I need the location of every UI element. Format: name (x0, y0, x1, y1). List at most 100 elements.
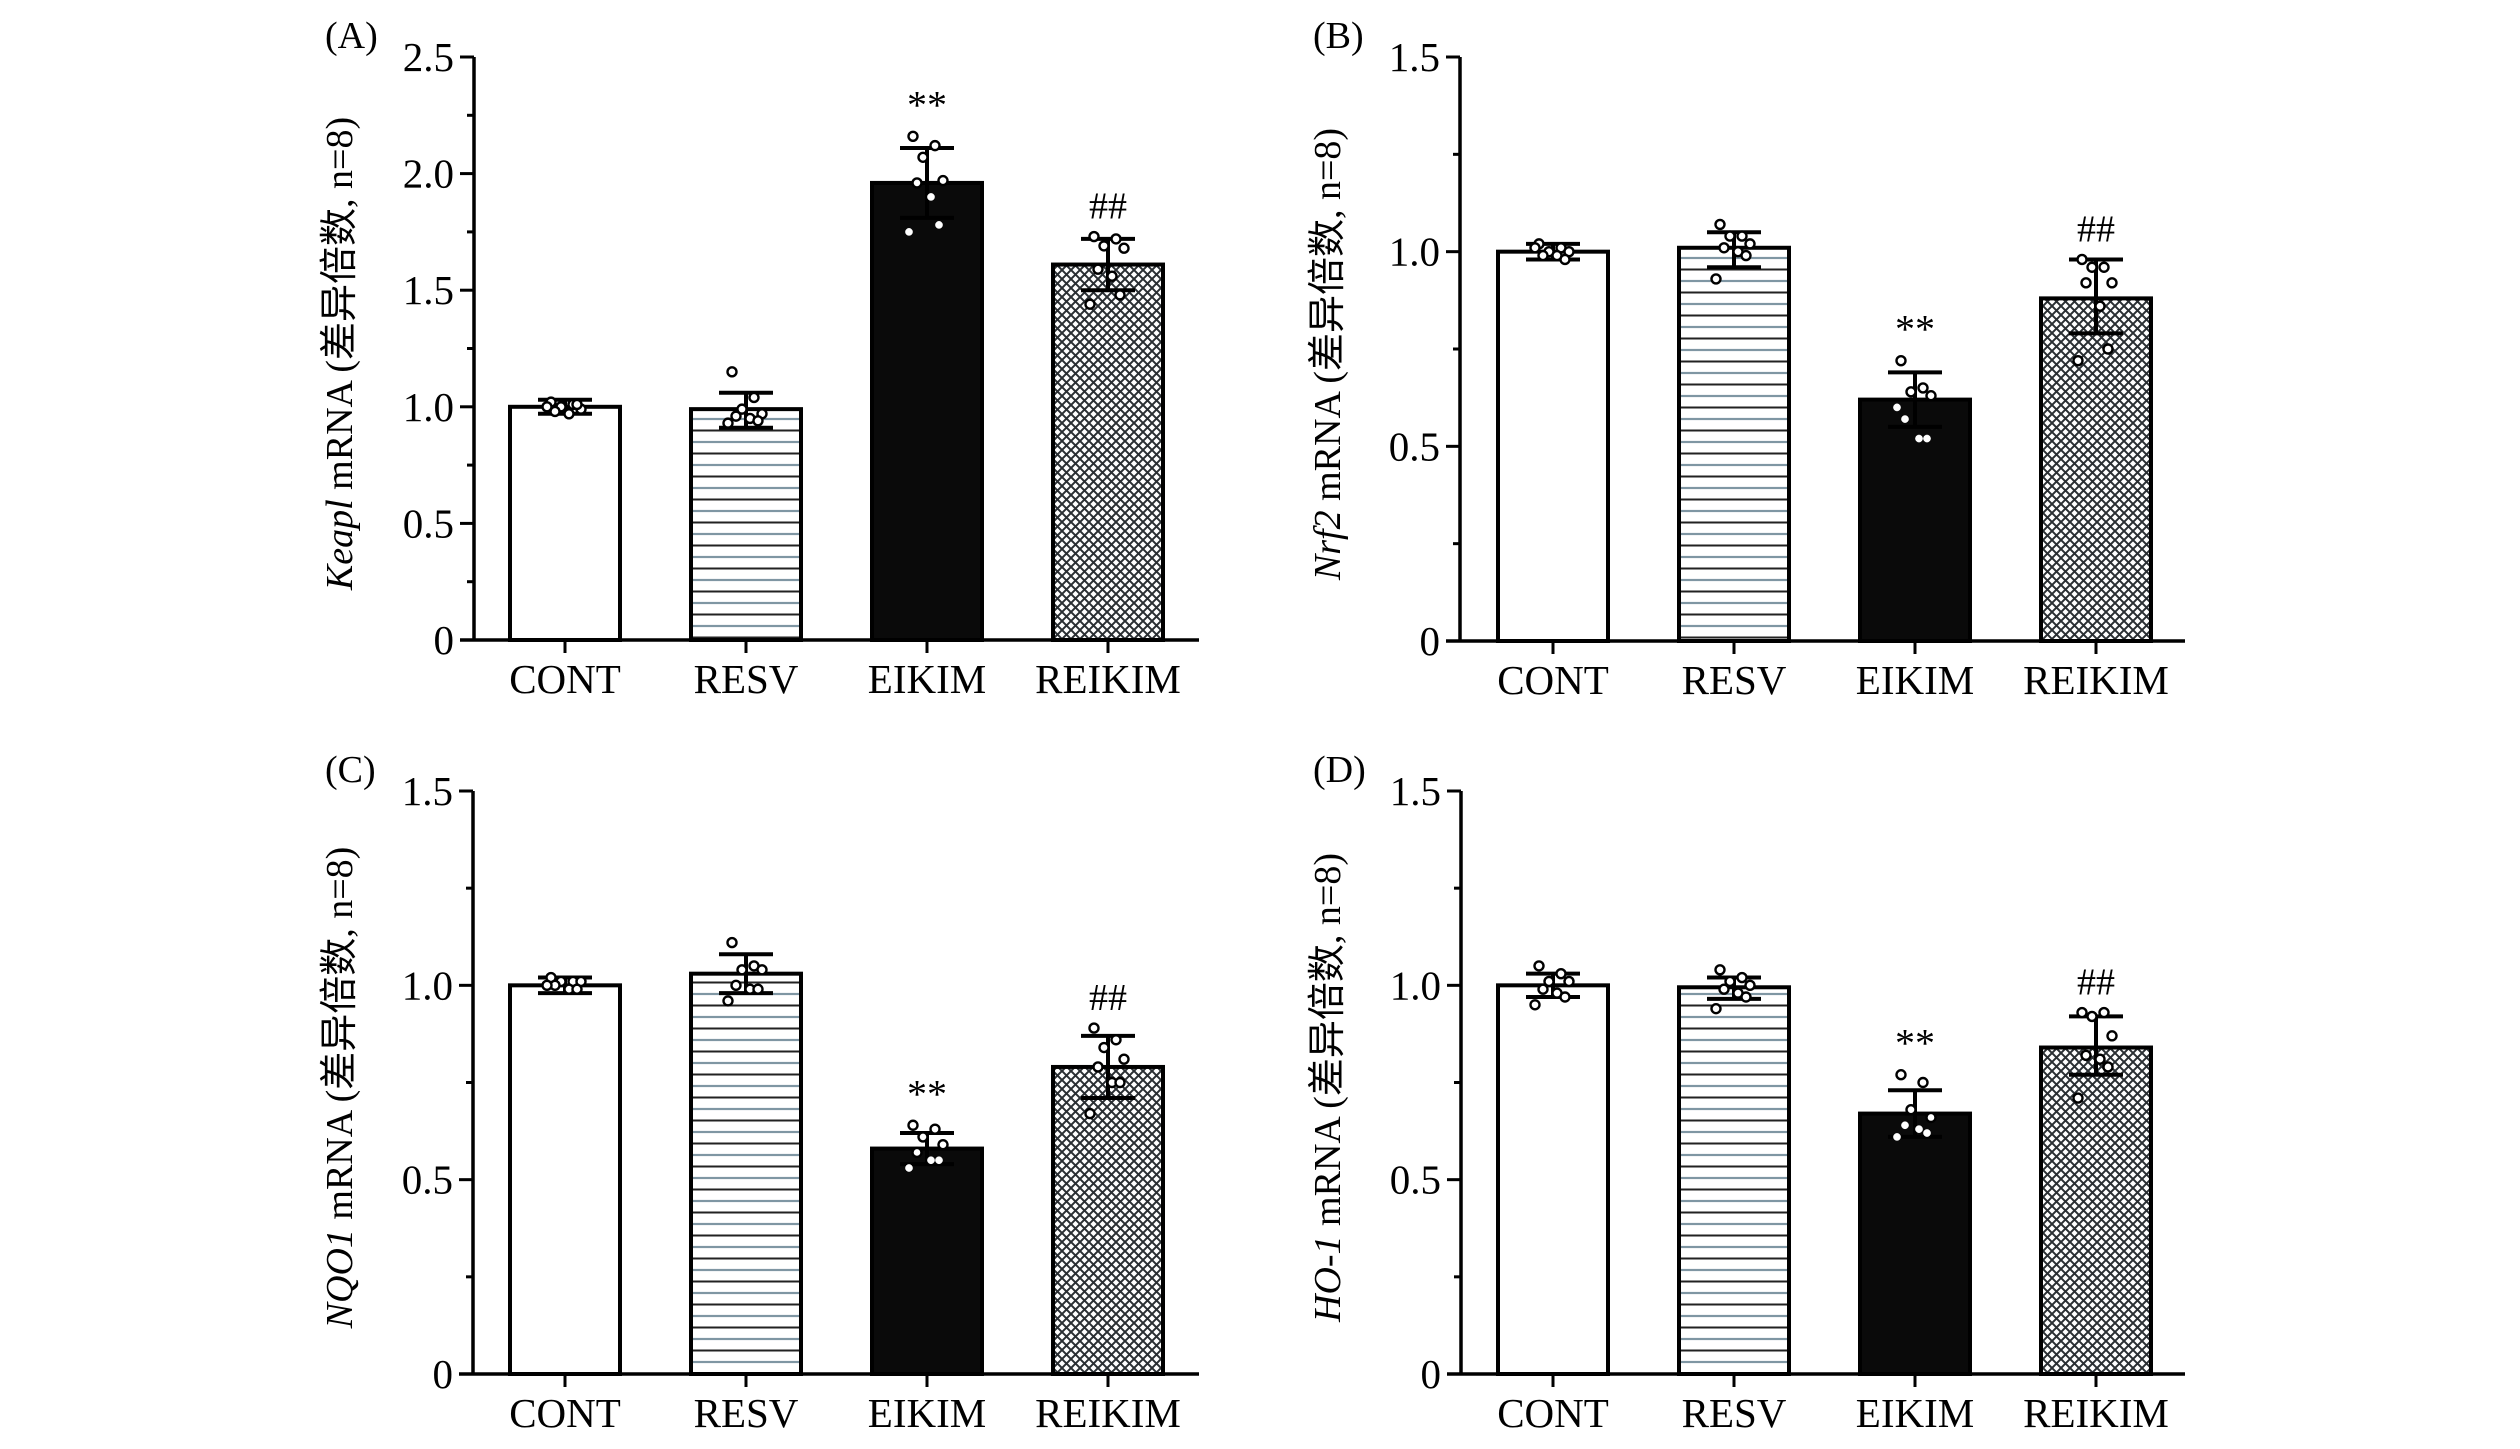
data-point (2086, 261, 2098, 273)
y-tick-label: 0 (434, 617, 455, 663)
y-axis-label-gene: Nrf2 (1307, 510, 1349, 581)
x-tick-label: REIKIM (2023, 657, 2169, 703)
data-point (1895, 1069, 1907, 1081)
y-axis-label-unit: mRNA (差异倍数, n=8) (1307, 128, 1349, 510)
data-point (905, 228, 913, 236)
y-tick-label: 0 (1421, 1351, 1442, 1397)
data-point (907, 130, 919, 142)
bar-eikim (870, 180, 984, 642)
data-point (1098, 1041, 1110, 1054)
x-tick-label: RESV (1682, 1390, 1787, 1436)
y-tick-label: 0.5 (1390, 1157, 1441, 1203)
y-axis-label-unit: mRNA (差异倍数, n=8) (1307, 853, 1349, 1235)
data-point (1915, 1125, 1923, 1133)
x-tick-label: REIKIM (2023, 1390, 2169, 1436)
bar-cont (508, 983, 622, 1376)
panel-c: (C) NQO1 mRNA (差异倍数, n=8) CONT RESV ** EIKIM #… (319, 749, 1199, 1436)
significance-stars: ** (1895, 1021, 1935, 1066)
data-point (2102, 1061, 2114, 1073)
y-axis-label-unit: mRNA (差异倍数, n=8) (319, 117, 361, 499)
data-point (2098, 261, 2110, 273)
bar-cont (1496, 249, 1610, 644)
y-tick-label: 2.5 (403, 34, 454, 80)
data-point (911, 1146, 923, 1159)
data-point (2076, 253, 2088, 266)
data-point (1718, 983, 1730, 995)
bar-eikim (1858, 1111, 1972, 1377)
y-tick-label: 1.5 (403, 267, 454, 313)
data-point (1710, 1002, 1722, 1015)
panel-d: (D) HO-1 mRNA (差异倍数, n=8) CONT RESV ** EIKIM #… (1307, 749, 2185, 1436)
data-point (1714, 964, 1726, 976)
data-point (917, 1131, 929, 1143)
data-point (929, 139, 941, 152)
y-tick-label: 0 (1420, 618, 1441, 664)
x-tick-label: CONT (1497, 657, 1609, 703)
data-point (1893, 403, 1901, 412)
significance-hash: ## (1089, 977, 1127, 1019)
data-point (935, 221, 943, 229)
data-point (1118, 1053, 1130, 1065)
data-point (1740, 991, 1752, 1003)
x-tick-label: RESV (1682, 657, 1787, 703)
y-tick-label: 2.0 (403, 151, 454, 197)
y-tick-label: 0 (433, 1351, 454, 1397)
bar-resv (1677, 985, 1791, 1376)
bar-reikim (2039, 1045, 2153, 1377)
data-point (2102, 343, 2114, 355)
data-point (2106, 1030, 2118, 1042)
x-tick-label: CONT (509, 1390, 621, 1436)
data-point (1724, 975, 1736, 988)
data-point (2080, 1049, 2092, 1061)
data-point (1559, 991, 1571, 1003)
y-tick-label: 0.5 (403, 500, 454, 546)
data-point (1088, 230, 1100, 243)
data-point (1092, 263, 1104, 275)
y-axis-label-gene: NQO1 (319, 1229, 361, 1329)
x-tick-label: RESV (694, 656, 799, 702)
data-point (1563, 975, 1575, 988)
x-tick-label: CONT (509, 656, 621, 702)
data-point (1905, 386, 1917, 398)
significance-hash: ## (2077, 208, 2115, 250)
y-tick-label: 1.5 (402, 768, 453, 814)
bar-cont (508, 404, 622, 642)
data-point (1901, 415, 1909, 423)
data-point (1529, 999, 1541, 1011)
data-point (1925, 390, 1937, 402)
data-point (905, 1164, 913, 1172)
significance-hash: ## (2077, 962, 2115, 1004)
data-point (736, 403, 748, 415)
data-point (1114, 1076, 1126, 1089)
significance-hash: ## (1089, 186, 1127, 228)
data-point (1092, 1061, 1104, 1073)
panel-a: (A) Keapl mRNA (差异倍数, n=8) CONT RESV ** EIKIM… (319, 15, 1199, 702)
data-point (937, 1138, 949, 1151)
data-point (2098, 1006, 2110, 1019)
data-point (1533, 960, 1545, 972)
data-point (2080, 277, 2092, 289)
data-point (541, 401, 553, 413)
data-point (748, 391, 760, 404)
data-point (1923, 1129, 1931, 1137)
y-tick-label: 1.0 (1390, 962, 1441, 1008)
x-tick-label: REIKIM (1035, 1390, 1181, 1436)
data-point (1893, 1133, 1901, 1141)
data-point (937, 174, 949, 187)
y-tick-label: 1.0 (403, 384, 454, 430)
bar-eikim (870, 1146, 984, 1377)
data-point (1718, 242, 1730, 254)
y-axis-label: HO-1 mRNA (差异倍数, n=8) (1307, 853, 1349, 1323)
data-point (1543, 975, 1555, 988)
data-point (730, 979, 742, 992)
data-point (1537, 983, 1549, 995)
x-tick-label: EIKIM (1856, 657, 1974, 703)
data-point (736, 964, 748, 976)
data-point (1114, 289, 1126, 301)
data-point (1901, 1121, 1909, 1130)
data-point (726, 936, 738, 949)
x-tick-label: EIKIM (868, 1390, 986, 1436)
data-point (1555, 967, 1567, 980)
y-tick-label: 0.5 (402, 1157, 453, 1203)
data-point (1915, 434, 1923, 443)
